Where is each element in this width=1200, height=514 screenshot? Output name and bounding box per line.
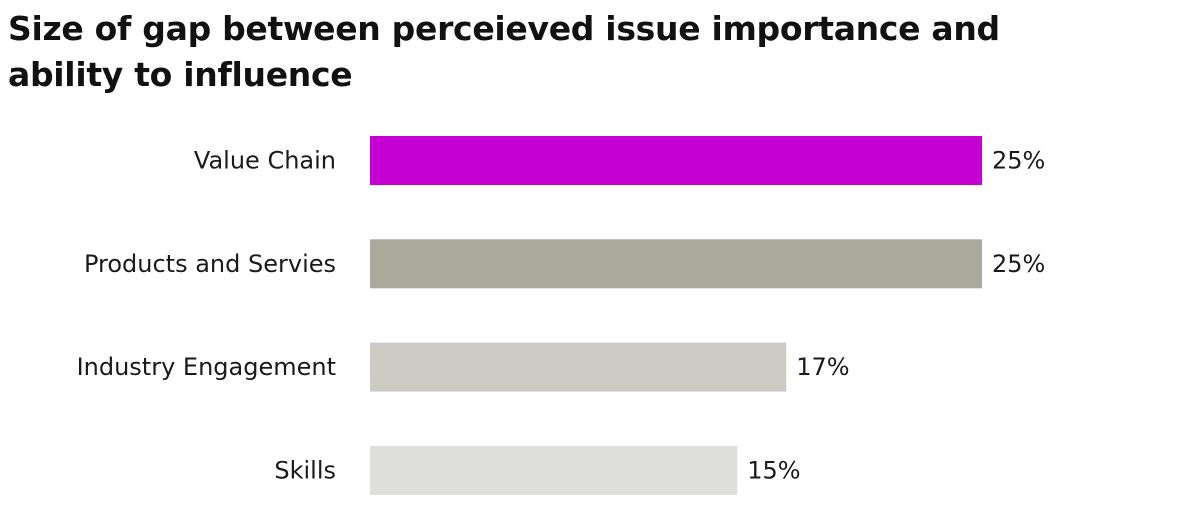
category-label: Products and Servies (84, 250, 336, 278)
bar-value-chain (370, 136, 982, 185)
category-label: Value Chain (194, 147, 336, 175)
bar-products-and-servies (370, 239, 982, 289)
value-label: 15% (747, 456, 800, 484)
chart-title: Size of gap between perceieved issue imp… (8, 9, 1000, 94)
value-label: 25% (992, 147, 1045, 175)
category-label: Skills (274, 456, 336, 484)
category-label: Industry Engagement (77, 353, 336, 381)
value-label: 25% (992, 250, 1045, 278)
bar-skills (370, 445, 738, 495)
value-label: 17% (796, 353, 849, 381)
bar-industry-engagement (370, 342, 787, 392)
